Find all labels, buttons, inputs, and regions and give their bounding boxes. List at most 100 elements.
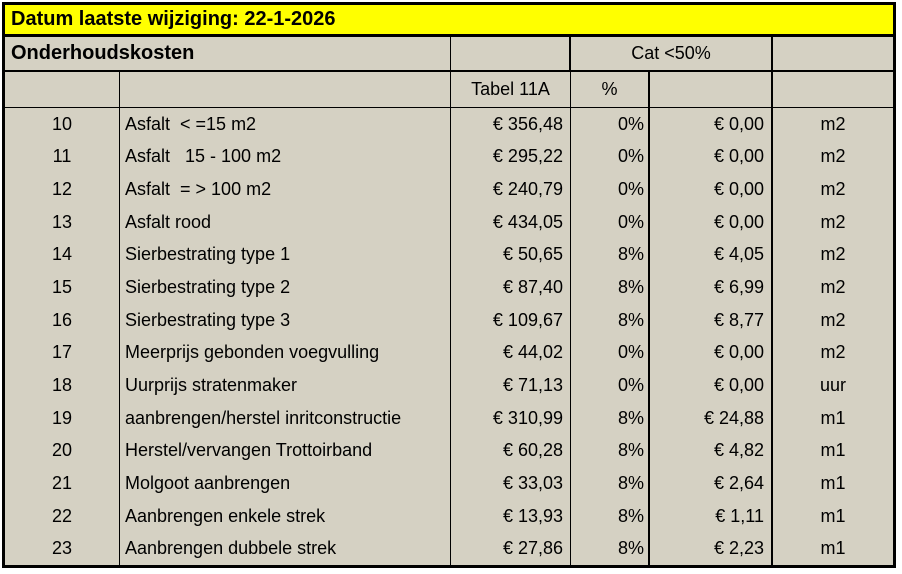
category-header-cell[interactable]: Cat <50% [571, 37, 773, 70]
percentage-cell[interactable]: 8% [571, 499, 650, 533]
tabel-header-cell[interactable]: Tabel 11A [451, 72, 571, 107]
row-number-cell[interactable]: 11 [5, 140, 120, 174]
description-cell[interactable]: Sierbestrating type 3 [120, 303, 451, 337]
amount-cell[interactable]: € 0,00 [650, 108, 773, 141]
percentage-cell[interactable]: 0% [571, 140, 650, 174]
price-cell[interactable]: € 71,13 [451, 369, 571, 402]
price-cell[interactable]: € 50,65 [451, 238, 571, 272]
unit-cell[interactable]: m2 [820, 342, 846, 363]
row-number-cell[interactable]: 15 [5, 271, 120, 304]
percentage-cell[interactable]: 8% [571, 434, 650, 468]
row-number-cell[interactable]: 16 [5, 303, 120, 337]
description-cell[interactable]: Herstel/vervangen Trottoirband [120, 434, 451, 468]
percent-header-cell[interactable]: % [571, 72, 650, 107]
row-number-cell[interactable]: 23 [5, 532, 120, 565]
price-cell[interactable]: € 356,48 [451, 108, 571, 141]
amount-cell[interactable]: € 0,00 [650, 140, 773, 174]
unit-cell[interactable]: m2 [820, 309, 846, 330]
amount-cell[interactable]: € 4,82 [650, 434, 773, 468]
table-row: 21 Molgoot aanbrengen € 33,03 8% € 2,64 m1 [5, 467, 893, 500]
percentage-cell[interactable]: 8% [571, 303, 650, 337]
description-cell[interactable]: Asfalt < =15 m2 [120, 108, 451, 141]
description-cell[interactable]: Asfalt rood [120, 205, 451, 239]
unit-cell[interactable]: m2 [820, 277, 846, 298]
empty-cell[interactable] [5, 72, 120, 107]
date-banner-cell[interactable]: Datum laatste wijziging: 22-1-2026 [5, 5, 893, 37]
unit-cell[interactable]: m1 [820, 472, 846, 493]
row-number-cell[interactable]: 12 [5, 173, 120, 206]
description-cell[interactable]: aanbrengen/herstel inritconstructie [120, 401, 451, 435]
unit-cell[interactable]: uur [819, 374, 846, 395]
percentage-cell[interactable]: 0% [571, 369, 650, 402]
percentage-cell[interactable]: 8% [571, 532, 650, 565]
row-number-cell[interactable]: 14 [5, 238, 120, 272]
empty-cell[interactable] [773, 72, 893, 107]
description-cell[interactable]: Aanbrengen enkele strek [120, 499, 451, 533]
table-row: 17 Meerprijs gebonden voegvulling € 44,02 0… [5, 336, 893, 370]
unit-cell[interactable]: m1 [820, 505, 846, 526]
row-number-cell[interactable]: 17 [5, 336, 120, 370]
unit-cell[interactable]: m2 [820, 244, 846, 265]
row-number-cell[interactable]: 21 [5, 467, 120, 500]
price-cell[interactable]: € 60,28 [451, 434, 571, 468]
amount-cell[interactable]: € 24,88 [650, 401, 773, 435]
unit-cell[interactable]: m2 [820, 179, 846, 200]
price-cell[interactable]: € 27,86 [451, 532, 571, 565]
unit-cell[interactable]: m1 [820, 407, 846, 428]
unit-cell[interactable]: m2 [820, 211, 846, 232]
price-cell[interactable]: € 44,02 [451, 336, 571, 370]
table-row: 12 Asfalt = > 100 m2 € 240,79 0% € 0,00 m2 [5, 173, 893, 206]
amount-cell[interactable]: € 2,23 [650, 532, 773, 565]
percentage-cell[interactable]: 0% [571, 336, 650, 370]
empty-cell[interactable] [650, 72, 773, 107]
percentage-cell[interactable]: 8% [571, 467, 650, 500]
amount-cell[interactable]: € 0,00 [650, 369, 773, 402]
price-cell[interactable]: € 13,93 [451, 499, 571, 533]
table-row: 18 Uurprijs stratenmaker € 71,13 0% € 0,00 uu… [5, 369, 893, 402]
unit-cell[interactable]: m1 [820, 538, 846, 559]
description-cell[interactable]: Sierbestrating type 1 [120, 238, 451, 272]
percentage-cell[interactable]: 0% [571, 205, 650, 239]
price-cell[interactable]: € 87,40 [451, 271, 571, 304]
price-cell[interactable]: € 295,22 [451, 140, 571, 174]
price-cell[interactable]: € 33,03 [451, 467, 571, 500]
amount-cell[interactable]: € 0,00 [650, 205, 773, 239]
price-cell[interactable]: € 109,67 [451, 303, 571, 337]
amount-cell[interactable]: € 0,00 [650, 173, 773, 206]
price-cell[interactable]: € 310,99 [451, 401, 571, 435]
empty-cell[interactable] [120, 72, 451, 107]
empty-cell[interactable] [773, 37, 893, 70]
price-cell[interactable]: € 240,79 [451, 173, 571, 206]
description-cell[interactable]: Sierbestrating type 2 [120, 271, 451, 304]
row-number-cell[interactable]: 18 [5, 369, 120, 402]
section-title-cell[interactable]: Onderhoudskosten [5, 37, 451, 70]
amount-cell[interactable]: € 4,05 [650, 238, 773, 272]
percentage-cell[interactable]: 8% [571, 401, 650, 435]
row-number-cell[interactable]: 20 [5, 434, 120, 468]
percentage-cell[interactable]: 0% [571, 108, 650, 141]
amount-cell[interactable]: € 1,11 [650, 499, 773, 533]
percentage-cell[interactable]: 8% [571, 271, 650, 304]
percentage-cell[interactable]: 8% [571, 238, 650, 272]
description-cell[interactable]: Uurprijs stratenmaker [120, 369, 451, 402]
amount-cell[interactable]: € 0,00 [650, 336, 773, 370]
amount-cell[interactable]: € 8,77 [650, 303, 773, 337]
row-number-cell[interactable]: 10 [5, 108, 120, 141]
amount-cell[interactable]: € 6,99 [650, 271, 773, 304]
description-cell[interactable]: Aanbrengen dubbele strek [120, 532, 451, 565]
description-cell[interactable]: Molgoot aanbrengen [120, 467, 451, 500]
unit-cell[interactable]: m2 [820, 146, 846, 167]
description-cell[interactable]: Meerprijs gebonden voegvulling [120, 336, 451, 370]
unit-cell[interactable]: m1 [820, 440, 846, 461]
unit-cell[interactable]: m2 [820, 113, 846, 134]
description-cell[interactable]: Asfalt 15 - 100 m2 [120, 140, 451, 174]
header-row-title: Onderhoudskosten Cat <50% [5, 37, 893, 72]
amount-cell[interactable]: € 2,64 [650, 467, 773, 500]
percentage-cell[interactable]: 0% [571, 173, 650, 206]
empty-cell[interactable] [451, 37, 571, 70]
price-cell[interactable]: € 434,05 [451, 205, 571, 239]
row-number-cell[interactable]: 19 [5, 401, 120, 435]
row-number-cell[interactable]: 22 [5, 499, 120, 533]
description-cell[interactable]: Asfalt = > 100 m2 [120, 173, 451, 206]
row-number-cell[interactable]: 13 [5, 205, 120, 239]
